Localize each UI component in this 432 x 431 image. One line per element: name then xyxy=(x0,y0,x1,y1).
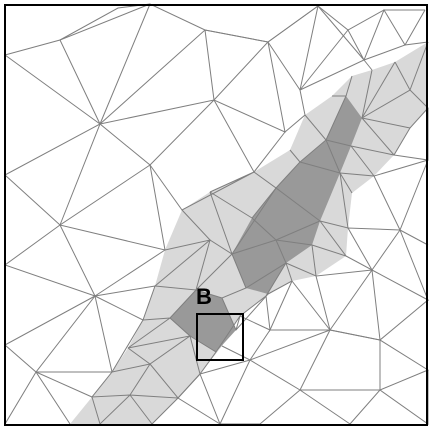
dark-region-main xyxy=(232,96,362,294)
figure-frame xyxy=(4,4,428,426)
highlight-box xyxy=(196,313,244,361)
dark-region-small xyxy=(170,290,236,352)
region-label-b: B xyxy=(196,284,212,309)
